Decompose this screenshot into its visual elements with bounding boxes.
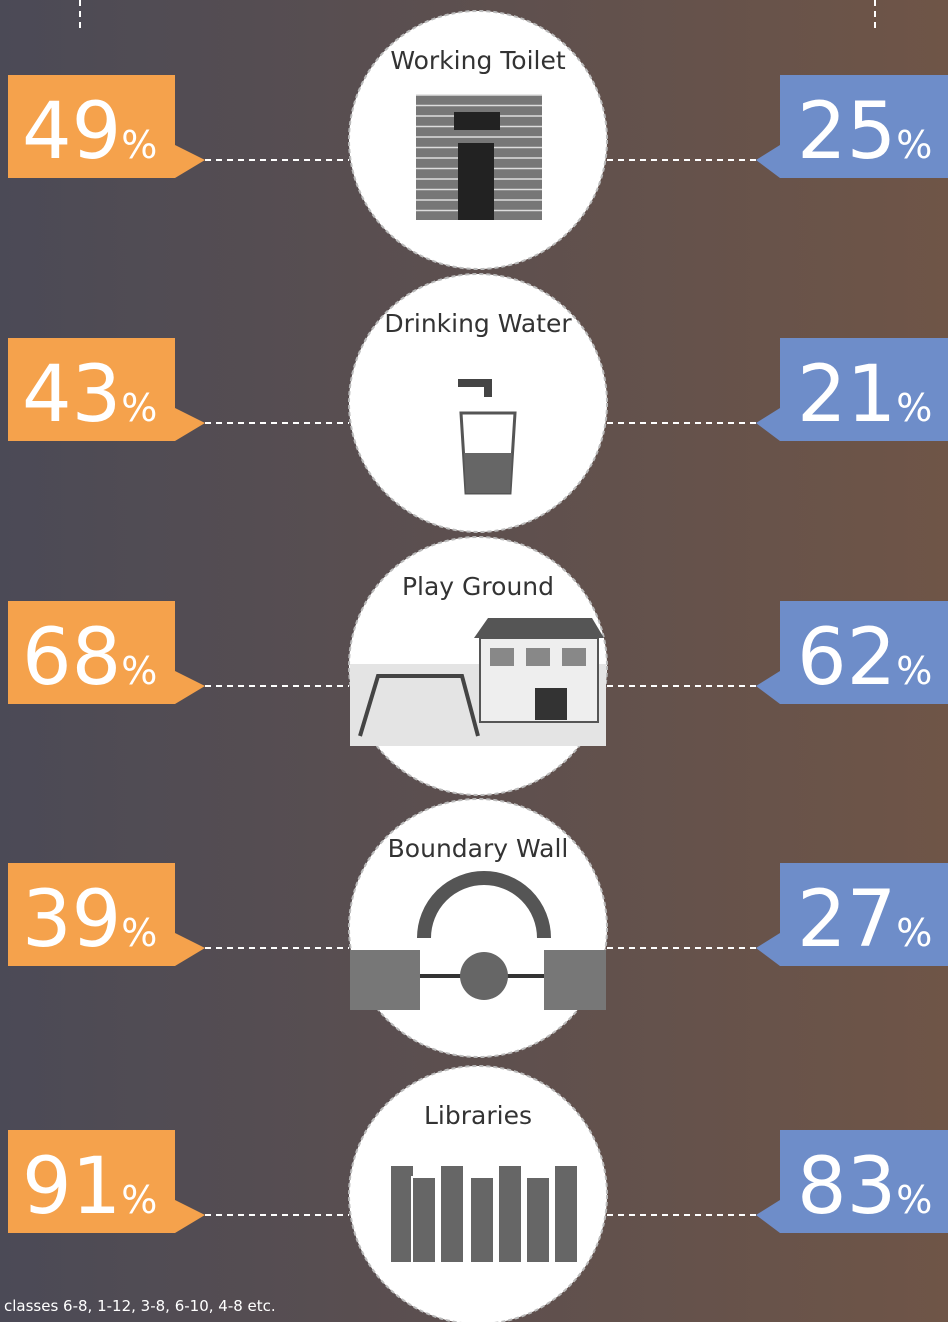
left-callout (8, 1130, 205, 1233)
item-label: Working Toilet (390, 46, 566, 75)
left-value: 39% (22, 875, 157, 965)
right-value: 27% (797, 875, 932, 965)
item-label: Libraries (424, 1101, 532, 1130)
left-callout (8, 75, 205, 178)
item-label: Drinking Water (384, 309, 572, 338)
percent-number: 39 (22, 875, 121, 965)
percent-number: 83 (797, 1142, 896, 1232)
percent-sign: % (121, 649, 157, 693)
book (525, 1176, 551, 1264)
right-callout (756, 1130, 948, 1233)
book (389, 1164, 415, 1264)
swing (358, 674, 480, 737)
footnote: classes 6-8, 1-12, 3-8, 6-10, 4-8 etc. (4, 1297, 276, 1315)
percent-sign: % (896, 1178, 932, 1222)
percent-number: 21 (797, 350, 896, 440)
wall-right (544, 950, 606, 1010)
left-value: 68% (22, 613, 157, 703)
right-value: 21% (797, 350, 932, 440)
sign (454, 112, 500, 130)
left-callout (8, 338, 205, 441)
right-callout (756, 338, 948, 441)
wall-left (350, 950, 420, 1010)
door (535, 688, 567, 720)
window (526, 648, 550, 666)
book (497, 1164, 523, 1264)
percent-sign: % (896, 649, 932, 693)
right-callout (756, 75, 948, 178)
circle (348, 273, 608, 533)
left-callout (8, 863, 205, 966)
percent-number: 91 (22, 1142, 121, 1232)
tap (458, 379, 492, 387)
percent-number: 25 (797, 87, 896, 177)
water (464, 453, 512, 493)
spout (484, 383, 492, 397)
book (439, 1164, 465, 1264)
percent-sign: % (121, 386, 157, 430)
item-label: Boundary Wall (388, 834, 569, 863)
book (553, 1164, 579, 1264)
icon (350, 618, 606, 746)
arch (417, 871, 551, 939)
book (469, 1176, 495, 1264)
left-value: 91% (22, 1142, 157, 1232)
icon (416, 94, 542, 220)
percent-number: 43 (22, 350, 121, 440)
door (458, 143, 494, 220)
right-value: 83% (797, 1142, 932, 1232)
window (562, 648, 586, 666)
item-label: Play Ground (402, 572, 554, 601)
percent-sign: % (896, 386, 932, 430)
window (490, 648, 514, 666)
left-value: 49% (22, 87, 157, 177)
percent-sign: % (121, 911, 157, 955)
percent-number: 49 (22, 87, 121, 177)
icon (458, 379, 517, 495)
icon (389, 1164, 579, 1264)
right-value: 62% (797, 613, 932, 703)
percent-number: 68 (22, 613, 121, 703)
book (411, 1176, 437, 1264)
left-callout (8, 601, 205, 704)
percent-number: 27 (797, 875, 896, 965)
right-callout (756, 863, 948, 966)
left-value: 43% (22, 350, 157, 440)
percent-sign: % (896, 911, 932, 955)
roof (474, 618, 604, 638)
percent-number: 62 (797, 613, 896, 703)
gate (460, 952, 508, 1000)
right-callout (756, 601, 948, 704)
icon (350, 871, 606, 1010)
right-value: 25% (797, 87, 932, 177)
percent-sign: % (121, 123, 157, 167)
percent-sign: % (121, 1178, 157, 1222)
percent-sign: % (896, 123, 932, 167)
